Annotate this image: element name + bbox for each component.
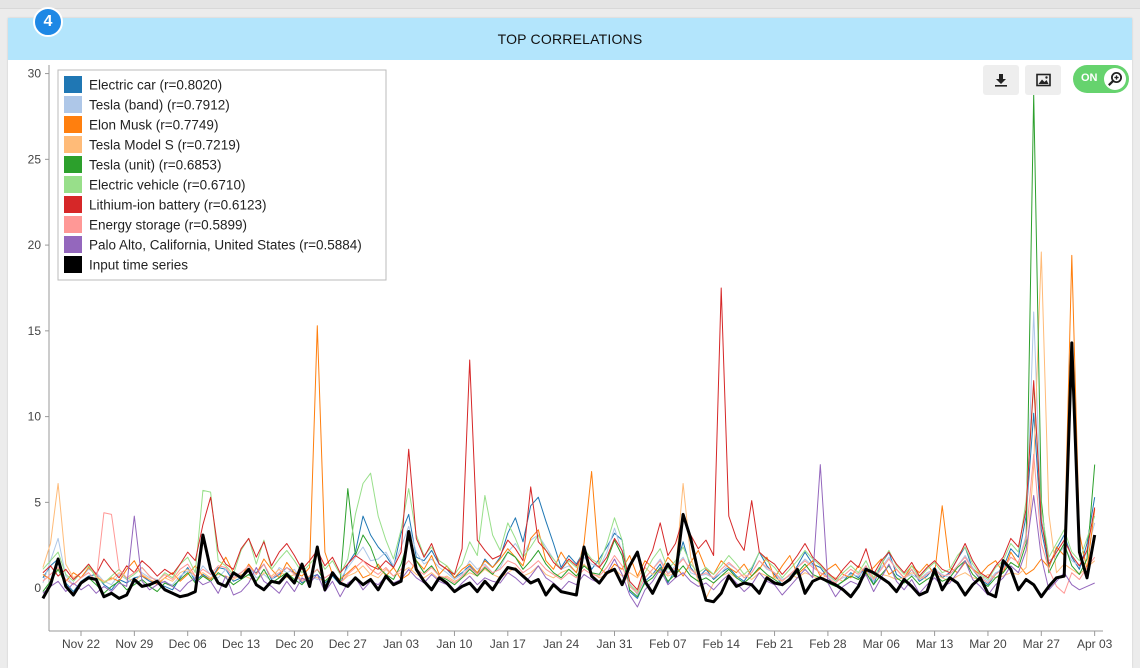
series-line bbox=[42, 385, 1096, 593]
x-tick-label: Feb 07 bbox=[649, 637, 687, 651]
legend-entry: Palo Alto, California, United States (r=… bbox=[89, 238, 362, 253]
legend-swatch bbox=[64, 236, 82, 253]
x-tick-label: Jan 24 bbox=[543, 637, 579, 651]
y-tick-label: 5 bbox=[34, 495, 41, 509]
series-line bbox=[42, 93, 1096, 598]
step-number-badge: 4 bbox=[33, 7, 63, 37]
x-tick-label: Feb 28 bbox=[809, 637, 847, 651]
x-tick-label: Nov 29 bbox=[115, 637, 153, 651]
x-tick-label: Feb 14 bbox=[703, 637, 741, 651]
x-tick-label: Jan 17 bbox=[490, 637, 526, 651]
legend-entry: Tesla (band) (r=0.7912) bbox=[89, 98, 230, 113]
zoom-toggle-knob bbox=[1104, 68, 1126, 90]
legend-entry: Electric car (r=0.8020) bbox=[89, 78, 222, 93]
legend-box bbox=[57, 69, 387, 281]
series-line bbox=[41, 341, 1097, 604]
series-line bbox=[42, 412, 1096, 599]
x-tick-label: Jan 10 bbox=[436, 637, 472, 651]
legend-entry: Lithium-ion battery (r=0.6123) bbox=[89, 198, 266, 213]
x-tick-label: Feb 21 bbox=[756, 637, 794, 651]
legend-entry: Input time series bbox=[89, 258, 188, 273]
y-tick-label: 10 bbox=[28, 410, 42, 424]
x-tick-label: Mar 27 bbox=[1023, 637, 1061, 651]
save-image-button[interactable] bbox=[1025, 65, 1061, 95]
legend-swatch bbox=[64, 196, 82, 213]
x-tick-label: Jan 03 bbox=[383, 637, 419, 651]
legend-swatch bbox=[64, 256, 82, 273]
series-line bbox=[42, 254, 1096, 586]
x-tick-label: Nov 22 bbox=[62, 637, 100, 651]
panel-header: TOP CORRELATIONS bbox=[8, 18, 1132, 60]
x-tick-label: Dec 27 bbox=[329, 637, 367, 651]
x-tick-label: Mar 20 bbox=[969, 637, 1007, 651]
legend-swatch bbox=[64, 96, 82, 113]
x-tick-label: Dec 13 bbox=[222, 637, 260, 651]
y-tick-label: 30 bbox=[28, 67, 42, 81]
legend-entry: Energy storage (r=0.5899) bbox=[89, 218, 247, 233]
top-strip bbox=[0, 0, 1140, 9]
x-tick-label: Dec 06 bbox=[169, 637, 207, 651]
panel-title: TOP CORRELATIONS bbox=[497, 31, 643, 47]
x-tick-label: Mar 13 bbox=[916, 637, 954, 651]
image-icon bbox=[1035, 73, 1051, 87]
legend-entry: Tesla (unit) (r=0.6853) bbox=[89, 158, 221, 173]
download-icon bbox=[995, 74, 1007, 87]
y-tick-label: 0 bbox=[34, 581, 41, 595]
zoom-toggle[interactable]: ON bbox=[1073, 65, 1129, 93]
x-tick-label: Dec 20 bbox=[275, 637, 313, 651]
legend-swatch bbox=[64, 76, 82, 93]
x-tick-label: Mar 06 bbox=[863, 637, 901, 651]
y-tick-label: 25 bbox=[28, 152, 42, 166]
legend-swatch bbox=[64, 216, 82, 233]
x-tick-label: Apr 03 bbox=[1077, 637, 1113, 651]
legend-swatch bbox=[64, 136, 82, 153]
legend-swatch bbox=[64, 176, 82, 193]
x-tick-label: Jan 31 bbox=[596, 637, 632, 651]
zoom-toggle-label: ON bbox=[1081, 72, 1098, 84]
y-tick-label: 20 bbox=[28, 238, 42, 252]
download-button[interactable] bbox=[983, 65, 1019, 95]
y-tick-label: 15 bbox=[28, 324, 42, 338]
series-line bbox=[42, 453, 1096, 594]
zoom-icon bbox=[1108, 72, 1122, 86]
legend-entry: Elon Musk (r=0.7749) bbox=[89, 118, 218, 133]
legend-swatch bbox=[64, 156, 82, 173]
series-line bbox=[42, 287, 1096, 591]
legend-entry: Electric vehicle (r=0.6710) bbox=[89, 178, 245, 193]
legend-entry: Tesla Model S (r=0.7219) bbox=[89, 138, 240, 153]
legend-swatch bbox=[64, 116, 82, 133]
